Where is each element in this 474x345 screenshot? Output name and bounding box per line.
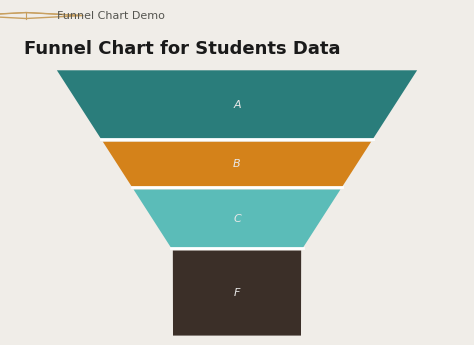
Text: A: A — [233, 100, 241, 110]
Text: Funnel Chart for Students Data: Funnel Chart for Students Data — [24, 40, 340, 58]
Text: B: B — [233, 159, 241, 169]
Polygon shape — [134, 189, 340, 248]
Text: C: C — [233, 214, 241, 224]
Polygon shape — [57, 70, 417, 139]
Polygon shape — [173, 250, 301, 336]
Text: Funnel Chart Demo: Funnel Chart Demo — [57, 11, 165, 20]
Polygon shape — [103, 142, 371, 187]
Text: F: F — [234, 288, 240, 298]
